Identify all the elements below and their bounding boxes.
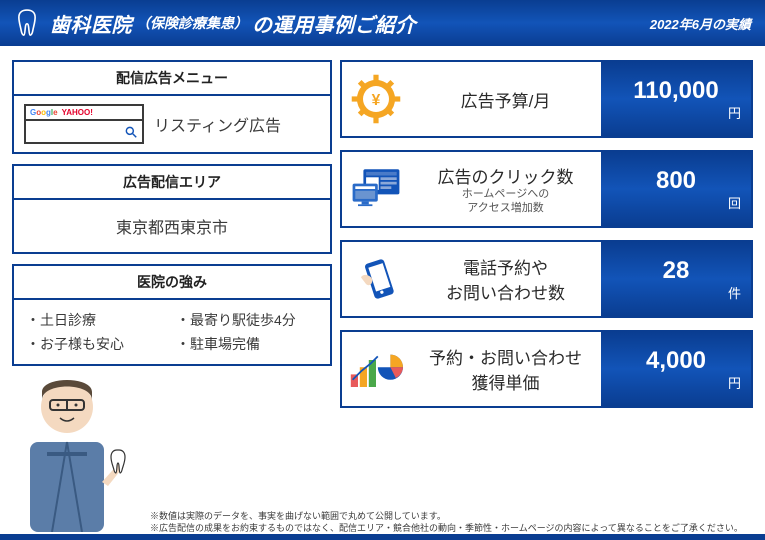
dentist-illustration [2, 352, 132, 532]
page-header: 歯科医院 （保険診療集患） の運用事例ご紹介 2022年6月の実績 [0, 0, 765, 46]
title-pre: 歯科医院 [50, 9, 132, 38]
metric-row: 電話予約やお問い合わせ数 28 件 [340, 240, 753, 318]
metric-unit: 件 [728, 283, 741, 302]
metric-row: 広告のクリック数ホームページへのアクセス増加数 800 回 [340, 150, 753, 228]
metric-number: 4,000 [646, 347, 706, 375]
footnote-2: ※広告配信の成果をお約束するものではなく、配信エリア・競合他社の動向・季節性・ホ… [150, 522, 755, 534]
metric-unit: 円 [728, 373, 741, 392]
metric-label: 広告のクリック数ホームページへのアクセス増加数 [410, 152, 601, 226]
strength-item: ・お子様も安心 [26, 334, 168, 354]
area-value: 東京都西東京市 [14, 200, 330, 252]
tooth-icon [14, 8, 40, 38]
metric-number: 800 [656, 167, 696, 195]
ad-menu-label: リスティング広告 [154, 112, 281, 136]
strengths-header: 医院の強み [14, 266, 330, 300]
footnotes: ※数値は実際のデータを、事実を曲げない範囲で丸めて公開しています。 ※広告配信の… [150, 510, 755, 534]
metric-label: 広告予算/月 [410, 62, 601, 136]
title-post: の運用事例ご紹介 [252, 9, 416, 38]
screens-icon [342, 152, 410, 226]
yen-gear-icon: ¥ [342, 62, 410, 136]
title-sub: （保険診療集患） [136, 13, 248, 33]
metric-row: 予約・お問い合わせ獲得単価 4,000 円 [340, 330, 753, 408]
strengths-box: 医院の強み ・土日診療 ・最寄り駅徒歩4分 ・お子様も安心 ・駐車場完備 [12, 264, 332, 366]
footnote-1: ※数値は実際のデータを、事実を曲げない範囲で丸めて公開しています。 [150, 510, 755, 522]
phone-icon [342, 242, 410, 316]
metric-unit: 回 [728, 193, 741, 212]
date-label: 2022年6月の実績 [650, 14, 751, 33]
metric-value: 800 回 [601, 152, 751, 226]
metric-row: ¥ 広告予算/月 110,000 円 [340, 60, 753, 138]
yahoo-logo: YAHOO! [62, 108, 93, 117]
area-header: 広告配信エリア [14, 166, 330, 200]
metric-unit: 円 [728, 103, 741, 122]
magnifier-icon [124, 125, 138, 139]
ad-menu-header: 配信広告メニュー [14, 62, 330, 96]
strength-item: ・最寄り駅徒歩4分 [176, 310, 318, 330]
metric-number: 110,000 [633, 77, 718, 105]
google-logo: Google [30, 108, 58, 117]
metric-label: 電話予約やお問い合わせ数 [410, 242, 601, 316]
svg-text:¥: ¥ [372, 92, 381, 109]
strength-item: ・駐車場完備 [176, 334, 318, 354]
strength-item: ・土日診療 [26, 310, 168, 330]
footer-bar [0, 534, 765, 540]
search-mock: Google YAHOO! [24, 104, 144, 144]
metric-value: 28 件 [601, 242, 751, 316]
metric-value: 110,000 円 [601, 62, 751, 136]
chart-icon [342, 332, 410, 406]
metric-label: 予約・お問い合わせ獲得単価 [410, 332, 601, 406]
ad-menu-box: 配信広告メニュー Google YAHOO! リスティング広告 [12, 60, 332, 154]
metric-value: 4,000 円 [601, 332, 751, 406]
metrics-column: ¥広告予算/月110,000円広告のクリック数ホームページへのアクセス増加数80… [340, 60, 753, 408]
metric-number: 28 [663, 257, 690, 285]
area-box: 広告配信エリア 東京都西東京市 [12, 164, 332, 254]
